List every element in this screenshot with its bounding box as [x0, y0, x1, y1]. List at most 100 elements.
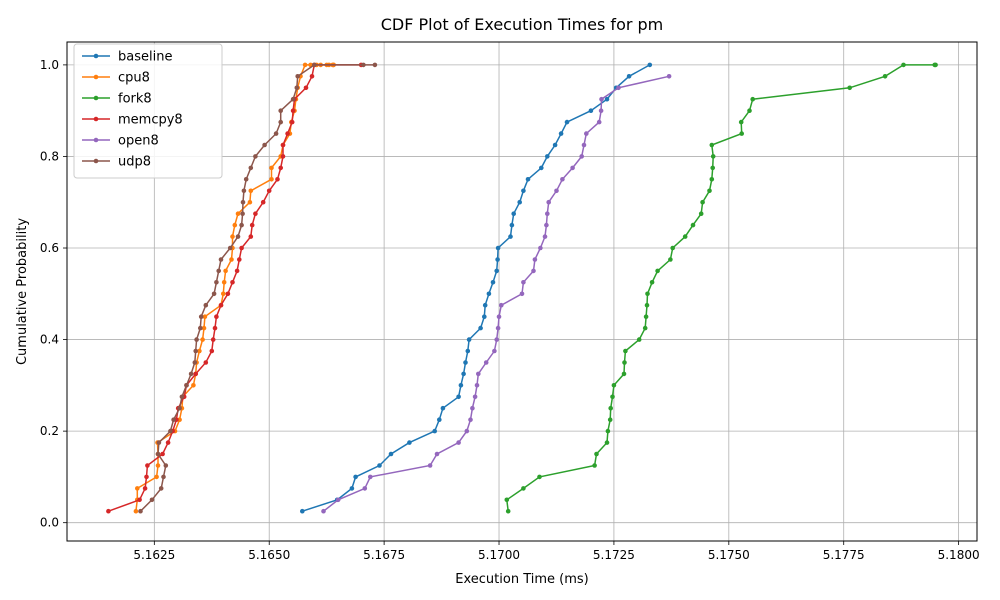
data-point — [302, 62, 308, 68]
data-point — [847, 85, 852, 91]
data-point — [241, 188, 247, 194]
legend: baseline cpu8 fork8 memcpy8 open8 udp8 — [73, 43, 223, 179]
data-point — [611, 383, 617, 388]
data-point — [321, 508, 326, 514]
data-point — [594, 451, 599, 457]
data-point — [496, 314, 502, 320]
data-point — [177, 417, 182, 423]
data-point — [290, 108, 296, 113]
data-point — [710, 154, 716, 159]
data-point — [901, 62, 906, 68]
data-point — [218, 257, 224, 262]
data-point — [197, 348, 202, 354]
x-axis-label: Execution Time (ms) — [455, 572, 588, 587]
data-point — [269, 165, 274, 171]
data-point — [622, 360, 627, 365]
grid-lines — [67, 42, 977, 541]
data-point — [478, 325, 483, 331]
data-point — [490, 280, 496, 285]
data-point — [537, 474, 542, 480]
data-point — [275, 177, 280, 182]
legend-marker — [93, 116, 99, 122]
data-point — [584, 131, 589, 136]
data-point — [511, 211, 516, 216]
data-point — [285, 131, 290, 136]
data-point — [106, 508, 111, 514]
data-point — [610, 394, 615, 400]
x-tick-label: 5.1700 — [478, 548, 520, 562]
legend-item: fork8 — [82, 92, 152, 107]
data-point — [505, 508, 511, 514]
data-point — [690, 222, 696, 228]
data-point — [200, 337, 205, 342]
data-point — [468, 417, 473, 423]
data-point — [278, 108, 284, 113]
data-point — [188, 371, 194, 377]
data-point — [621, 371, 627, 377]
data-point — [670, 245, 675, 251]
data-point — [145, 463, 150, 468]
x-tick-label: 5.1650 — [248, 548, 290, 562]
data-point — [193, 371, 198, 377]
data-point — [137, 497, 142, 503]
data-point — [509, 222, 515, 228]
data-point — [432, 428, 438, 434]
data-point — [464, 428, 470, 434]
x-axis-ticks: 5.1625 5.1650 5.1675 5.1700 5.1725 5.1750 5.17… — [133, 541, 980, 562]
data-point — [266, 188, 272, 194]
y-tick-label: 0.2 — [40, 424, 59, 438]
data-point — [440, 405, 446, 411]
data-point — [647, 62, 653, 68]
legend-marker — [93, 137, 99, 143]
data-point — [221, 280, 227, 285]
data-point — [472, 394, 478, 400]
data-point — [232, 222, 238, 228]
data-point — [362, 486, 368, 491]
data-point — [552, 142, 558, 148]
data-point — [229, 257, 234, 262]
legend-label: fork8 — [118, 92, 152, 107]
data-point — [546, 199, 551, 205]
data-point — [368, 474, 373, 480]
data-point — [531, 268, 536, 274]
data-point — [388, 451, 394, 457]
data-point — [377, 463, 382, 468]
data-point — [235, 211, 241, 216]
data-point — [532, 257, 538, 262]
data-point — [294, 85, 300, 91]
data-point — [191, 383, 196, 388]
data-point — [133, 508, 139, 514]
data-point — [604, 96, 610, 102]
data-point — [700, 199, 705, 205]
data-point — [495, 245, 501, 251]
data-point — [335, 497, 341, 503]
data-point — [160, 451, 165, 457]
data-point — [483, 360, 489, 365]
data-point — [234, 268, 240, 274]
data-point — [882, 74, 888, 79]
data-point — [230, 234, 235, 239]
series-udp8 — [138, 62, 378, 514]
data-point — [138, 508, 143, 514]
data-point — [482, 314, 487, 320]
data-point — [253, 211, 258, 216]
data-point — [643, 314, 649, 320]
data-point — [201, 325, 207, 331]
plot-frame — [66, 41, 978, 542]
data-point — [933, 62, 938, 68]
data-point — [135, 486, 140, 491]
data-point — [599, 96, 604, 102]
data-point — [738, 119, 744, 125]
data-point — [155, 451, 161, 457]
data-point — [504, 497, 510, 503]
data-point — [545, 211, 550, 216]
legend-label: cpu8 — [118, 71, 150, 86]
data-point — [303, 85, 309, 91]
legend-marker — [93, 74, 99, 80]
data-point — [353, 474, 358, 480]
data-point — [221, 291, 226, 297]
data-point — [750, 96, 755, 102]
data-point — [570, 165, 575, 171]
data-point — [247, 199, 253, 205]
